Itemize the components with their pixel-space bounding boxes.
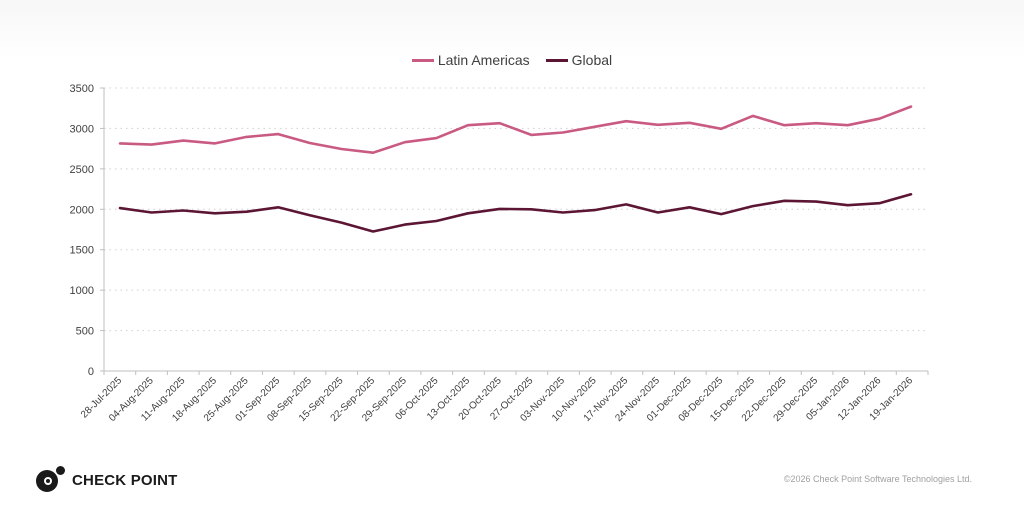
copyright-text: ©2026 Check Point Software Technologies …	[783, 474, 972, 484]
y-tick-label: 1000	[70, 285, 94, 297]
y-tick-label: 3000	[70, 123, 94, 135]
legend-item-global: Global	[545, 52, 613, 68]
legend-swatch-latin-americas	[411, 58, 434, 62]
legend-label-global: Global	[571, 52, 613, 68]
y-tick-label: 1500	[70, 245, 94, 257]
logo-text: CHECK POINT	[72, 471, 178, 489]
series-line-latin-americas	[118, 105, 913, 154]
y-tick-label: 2500	[70, 164, 94, 176]
y-tick-label: 3500	[70, 83, 94, 95]
chart-legend: Latin Americas Global	[0, 52, 1024, 68]
y-tick-label: 500	[76, 326, 94, 338]
logo-icon	[36, 466, 65, 494]
check-point-logo: CHECK POINT	[36, 466, 178, 494]
y-tick-label: 0	[88, 366, 94, 378]
legend-swatch-global	[545, 58, 568, 62]
background-header	[0, 0, 1024, 60]
y-tick-label: 2000	[70, 204, 94, 216]
legend-label-latin-americas: Latin Americas	[437, 52, 530, 68]
legend-item-latin-americas: Latin Americas	[411, 52, 530, 68]
line-chart: 050010001500200025003000350028-Jul-20250…	[70, 83, 929, 424]
series-line-global	[118, 193, 913, 233]
